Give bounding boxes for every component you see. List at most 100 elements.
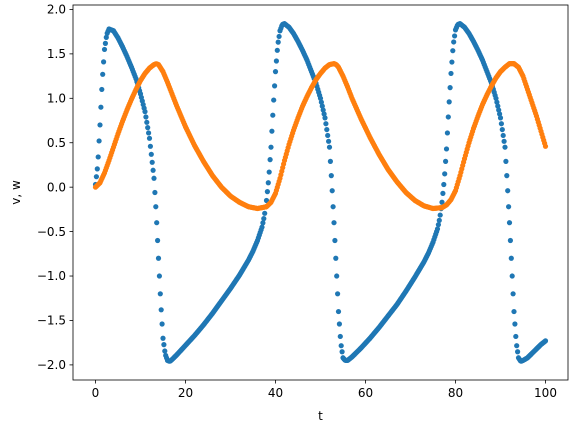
data-point	[147, 143, 153, 149]
data-point	[96, 138, 102, 144]
y-tick-label: 1.5	[47, 47, 66, 61]
data-point	[444, 130, 450, 136]
data-point	[155, 237, 161, 244]
data-point	[435, 222, 441, 228]
data-point	[512, 321, 518, 327]
data-point	[95, 154, 101, 160]
data-point	[261, 216, 267, 222]
y-tick-label: −2.0	[37, 358, 66, 372]
data-point	[507, 237, 513, 244]
data-point	[443, 158, 449, 164]
data-point	[148, 151, 154, 157]
x-axis: 0 20 40 60 80 100	[92, 380, 557, 400]
data-point	[514, 343, 520, 349]
data-point	[154, 220, 160, 226]
x-axis-label: t	[318, 409, 323, 423]
data-point	[265, 180, 271, 186]
data-point	[328, 173, 334, 179]
data-point	[451, 39, 457, 45]
data-point	[153, 204, 159, 210]
data-point	[321, 111, 327, 117]
data-point	[101, 59, 107, 65]
data-point	[268, 144, 274, 150]
data-point	[498, 121, 504, 127]
x-tick-label: 60	[358, 386, 373, 400]
data-point	[437, 212, 443, 218]
data-point	[260, 220, 266, 226]
plot-area	[73, 5, 568, 380]
data-point	[503, 158, 509, 164]
x-tick-label: 40	[268, 386, 283, 400]
data-point	[504, 173, 510, 179]
data-point	[323, 121, 329, 127]
data-point	[146, 135, 153, 141]
data-point	[440, 190, 446, 196]
data-point	[495, 103, 501, 109]
data-point	[336, 321, 342, 327]
data-point	[94, 166, 100, 172]
data-point	[439, 199, 445, 205]
data-point	[330, 204, 336, 210]
data-point	[509, 273, 515, 279]
data-point	[333, 255, 339, 261]
data-point	[443, 146, 450, 152]
data-point	[494, 99, 500, 105]
data-point	[152, 189, 158, 196]
data-point	[145, 125, 151, 131]
data-point	[493, 95, 499, 101]
data-point	[436, 217, 442, 223]
data-point	[142, 109, 148, 115]
data-point	[162, 348, 168, 354]
data-point	[332, 237, 338, 244]
data-point	[542, 338, 549, 344]
data-point	[144, 119, 150, 125]
data-point	[161, 342, 167, 348]
data-point	[505, 188, 511, 194]
data-point	[322, 115, 328, 121]
y-tick-label: 1.0	[47, 92, 66, 106]
data-point	[319, 103, 325, 109]
data-point	[500, 132, 506, 139]
data-point	[335, 291, 341, 297]
x-tick-label: 100	[534, 386, 557, 400]
data-point	[329, 188, 335, 194]
data-point	[97, 122, 103, 128]
data-point	[450, 48, 456, 54]
data-point	[266, 169, 272, 175]
data-point	[446, 99, 452, 105]
data-point	[157, 291, 163, 297]
data-point	[445, 114, 451, 120]
data-point	[326, 144, 333, 150]
data-point	[499, 126, 505, 133]
data-point	[327, 158, 333, 164]
data-point	[325, 132, 331, 139]
data-point	[100, 71, 106, 77]
series-layer	[92, 21, 549, 364]
data-point	[442, 171, 448, 177]
data-point	[317, 95, 324, 101]
data-point	[497, 111, 503, 117]
y-axis: −2.0 −1.5 −1.0 −0.5 0.0 0.5 1.0 1.5 2.0	[37, 3, 73, 372]
data-point	[335, 308, 342, 315]
data-point	[149, 159, 155, 165]
y-tick-label: −1.0	[37, 269, 66, 283]
data-point	[99, 86, 105, 93]
y-axis-label: v, w	[9, 180, 23, 205]
data-point	[511, 308, 517, 315]
data-point	[449, 59, 455, 65]
data-point	[326, 138, 332, 144]
y-tick-label: 0.5	[47, 136, 66, 150]
data-point	[506, 220, 513, 226]
data-point	[515, 349, 521, 355]
data-point	[159, 321, 165, 327]
data-point	[441, 181, 447, 188]
data-point	[324, 126, 330, 133]
data-point	[447, 85, 453, 91]
data-point	[156, 273, 162, 279]
data-point	[337, 333, 343, 340]
data-point	[270, 112, 276, 118]
series-1	[92, 21, 549, 364]
data-point	[155, 255, 162, 261]
data-point	[339, 349, 345, 355]
